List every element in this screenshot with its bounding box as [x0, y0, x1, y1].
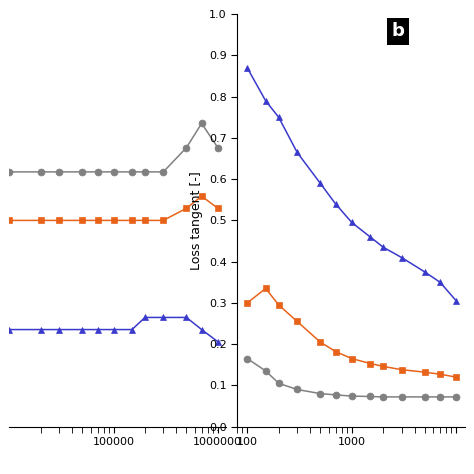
Y-axis label: Loss tangent [-]: Loss tangent [-]	[191, 171, 203, 270]
Text: b: b	[392, 22, 405, 40]
